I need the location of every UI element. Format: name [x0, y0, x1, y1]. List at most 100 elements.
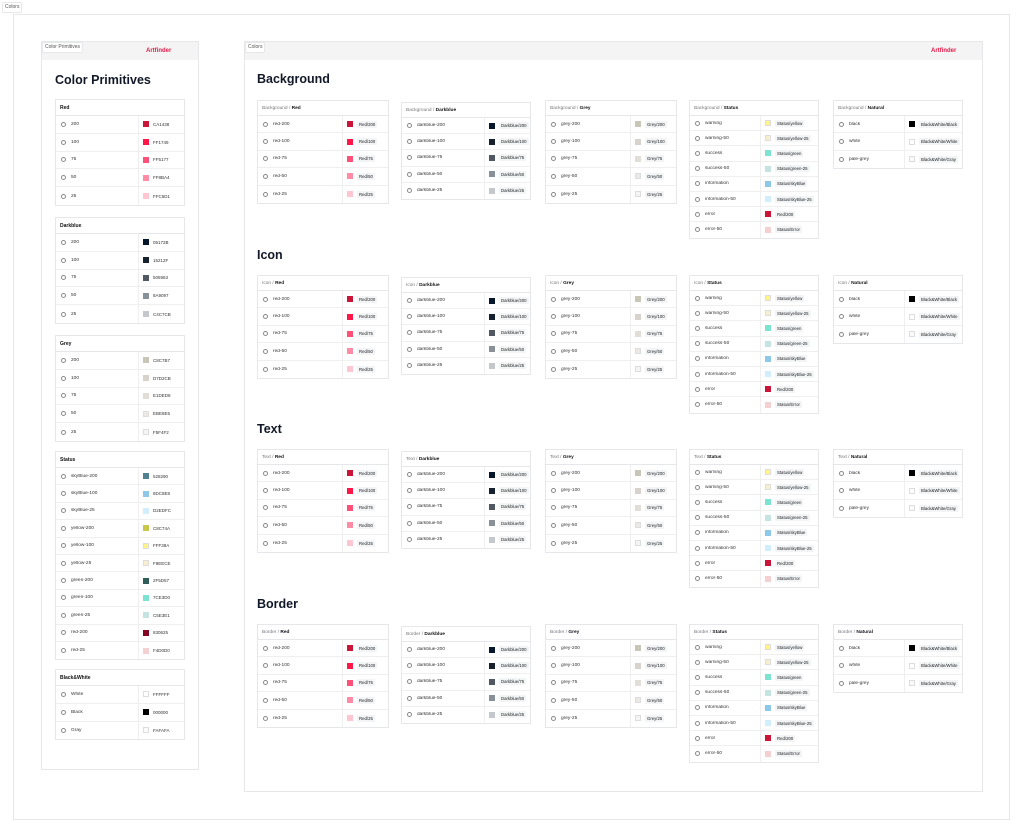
token-row[interactable]: black Black&White/Black [834, 291, 962, 309]
token-row[interactable]: black Black&White/Black [834, 640, 962, 658]
token-row[interactable]: grey-75 Grey/75 [546, 150, 676, 169]
token-row[interactable]: darkblue-25 Darkblue/25 [402, 706, 530, 723]
token-row[interactable]: information-50 Status/skyBlue-25 [690, 715, 818, 732]
primitive-row[interactable]: 75 E1DED8 [56, 387, 184, 406]
token-row[interactable]: information Status/skyBlue [690, 176, 818, 192]
token-row[interactable]: error Red/200 [690, 731, 818, 747]
token-row[interactable]: red-100 Red/100 [258, 133, 388, 151]
token-row[interactable]: darkblue-75 Darkblue/75 [402, 674, 530, 691]
token-row[interactable]: darkblue-25 Darkblue/25 [402, 182, 530, 199]
token-row[interactable]: grey-75 Grey/75 [546, 499, 676, 518]
primitive-row[interactable]: 100 FF1749 [56, 133, 184, 152]
token-row[interactable]: darkblue-75 Darkblue/75 [402, 499, 530, 516]
token-row[interactable]: success Status/green [690, 321, 818, 337]
token-row[interactable]: grey-50 Grey/50 [546, 517, 676, 535]
token-row[interactable]: warning-50 Status/yellow-25 [690, 306, 818, 322]
token-row[interactable]: information-50 Status/skyBlue-25 [690, 540, 818, 557]
token-row[interactable]: darkblue-75 Darkblue/75 [402, 325, 530, 342]
token-row[interactable]: information-50 Status/skyBlue-25 [690, 366, 818, 383]
primitive-row[interactable]: skyBlue-200 528290 [56, 468, 184, 486]
token-row[interactable]: red-100 Red/100 [258, 482, 388, 500]
token-row[interactable]: darkblue-75 Darkblue/75 [402, 150, 530, 167]
token-row[interactable]: darkblue-200 Darkblue/200 [402, 293, 530, 310]
token-row[interactable]: red-200 Red/200 [258, 465, 388, 483]
token-row[interactable]: grey-200 Grey/200 [546, 116, 676, 134]
token-row[interactable]: darkblue-100 Darkblue/100 [402, 483, 530, 500]
token-row[interactable]: darkblue-100 Darkblue/100 [402, 134, 530, 151]
token-row[interactable]: red-75 Red/75 [258, 499, 388, 518]
token-row[interactable]: grey-50 Grey/50 [546, 692, 676, 710]
token-row[interactable]: white Black&White/White [834, 133, 962, 151]
primitive-row[interactable]: 200 CA1438 [56, 116, 184, 134]
token-row[interactable]: darkblue-50 Darkblue/50 [402, 341, 530, 358]
token-row[interactable]: pale-grey Black&White/Gray [834, 150, 962, 169]
token-row[interactable]: information-50 Status/skyBlue-25 [690, 191, 818, 208]
token-row[interactable]: warning Status/yellow [690, 116, 818, 132]
token-row[interactable]: error-50 Status/Error [690, 222, 818, 238]
primitive-row[interactable]: 50 FF8BA4 [56, 169, 184, 188]
primitive-row[interactable]: Black 000000 [56, 703, 184, 722]
token-row[interactable]: darkblue-50 Darkblue/50 [402, 166, 530, 183]
token-row[interactable]: red-25 Red/25 [258, 534, 388, 552]
primitive-row[interactable]: 50 EBE8E5 [56, 405, 184, 424]
token-row[interactable]: success Status/green [690, 495, 818, 511]
primitive-row[interactable]: 75 505963 [56, 269, 184, 288]
token-row[interactable]: grey-25 Grey/25 [546, 709, 676, 727]
token-row[interactable]: error-50 Status/Error [690, 746, 818, 762]
token-row[interactable]: error Red/200 [690, 556, 818, 572]
token-row[interactable]: red-25 Red/25 [258, 185, 388, 203]
token-row[interactable]: grey-25 Grey/25 [546, 534, 676, 552]
token-row[interactable]: darkblue-200 Darkblue/200 [402, 467, 530, 484]
token-row[interactable]: red-25 Red/25 [258, 360, 388, 378]
primitive-row[interactable]: 75 FF5177 [56, 151, 184, 170]
token-row[interactable]: grey-200 Grey/200 [546, 465, 676, 483]
token-row[interactable]: darkblue-50 Darkblue/50 [402, 690, 530, 707]
token-row[interactable]: pale-grey Black&White/Gray [834, 325, 962, 344]
primitive-row[interactable]: yellow-200 C8C74A [56, 520, 184, 538]
token-row[interactable]: darkblue-100 Darkblue/100 [402, 658, 530, 675]
colors-tab[interactable]: Colors [245, 42, 266, 53]
token-row[interactable]: success-50 Status/green-25 [690, 685, 818, 701]
token-row[interactable]: grey-75 Grey/75 [546, 674, 676, 693]
token-row[interactable]: white Black&White/White [834, 308, 962, 326]
token-row[interactable]: success-50 Status/green-25 [690, 336, 818, 352]
token-row[interactable]: grey-50 Grey/50 [546, 343, 676, 361]
token-row[interactable]: warning-50 Status/yellow-25 [690, 131, 818, 147]
token-row[interactable]: warning-50 Status/yellow-25 [690, 655, 818, 671]
token-row[interactable]: red-75 Red/75 [258, 325, 388, 344]
primitive-row[interactable]: 25 C4C7CB [56, 305, 184, 323]
token-row[interactable]: grey-100 Grey/100 [546, 482, 676, 500]
token-row[interactable]: error Red/200 [690, 382, 818, 398]
token-row[interactable]: grey-75 Grey/75 [546, 325, 676, 344]
token-row[interactable]: grey-25 Grey/25 [546, 360, 676, 378]
token-row[interactable]: warning Status/yellow [690, 291, 818, 307]
primitive-row[interactable]: green-200 2F5D57 [56, 572, 184, 590]
primitive-row[interactable]: 200 C8C7B7 [56, 352, 184, 370]
token-row[interactable]: red-25 Red/25 [258, 709, 388, 727]
token-row[interactable]: red-100 Red/100 [258, 308, 388, 326]
token-row[interactable]: grey-100 Grey/100 [546, 657, 676, 675]
token-row[interactable]: grey-25 Grey/25 [546, 185, 676, 203]
canvas-label[interactable]: Colors [2, 2, 23, 13]
token-row[interactable]: white Black&White/White [834, 657, 962, 675]
token-row[interactable]: error-50 Status/Error [690, 571, 818, 587]
token-row[interactable]: red-200 Red/200 [258, 291, 388, 309]
token-row[interactable]: grey-200 Grey/200 [546, 640, 676, 658]
token-row[interactable]: darkblue-100 Darkblue/100 [402, 309, 530, 326]
token-row[interactable]: success Status/green [690, 146, 818, 162]
token-row[interactable]: grey-100 Grey/100 [546, 133, 676, 151]
primitive-row[interactable]: 25 F5F4F2 [56, 423, 184, 441]
token-row[interactable]: black Black&White/Black [834, 465, 962, 483]
token-row[interactable]: black Black&White/Black [834, 116, 962, 134]
token-row[interactable]: darkblue-200 Darkblue/200 [402, 118, 530, 135]
token-row[interactable]: pale-grey Black&White/Gray [834, 674, 962, 693]
token-row[interactable]: success Status/green [690, 670, 818, 686]
primitive-row[interactable]: 200 05172B [56, 234, 184, 252]
primitive-row[interactable]: White FFFFFF [56, 686, 184, 704]
primitive-row[interactable]: 50 8A9097 [56, 287, 184, 306]
token-row[interactable]: darkblue-50 Darkblue/50 [402, 515, 530, 532]
token-row[interactable]: error Red/200 [690, 207, 818, 223]
primitive-row[interactable]: red-25 F4D0D0 [56, 641, 184, 660]
primitive-row[interactable]: skyBlue-25 D2EDFC [56, 502, 184, 521]
token-row[interactable]: grey-50 Grey/50 [546, 168, 676, 186]
